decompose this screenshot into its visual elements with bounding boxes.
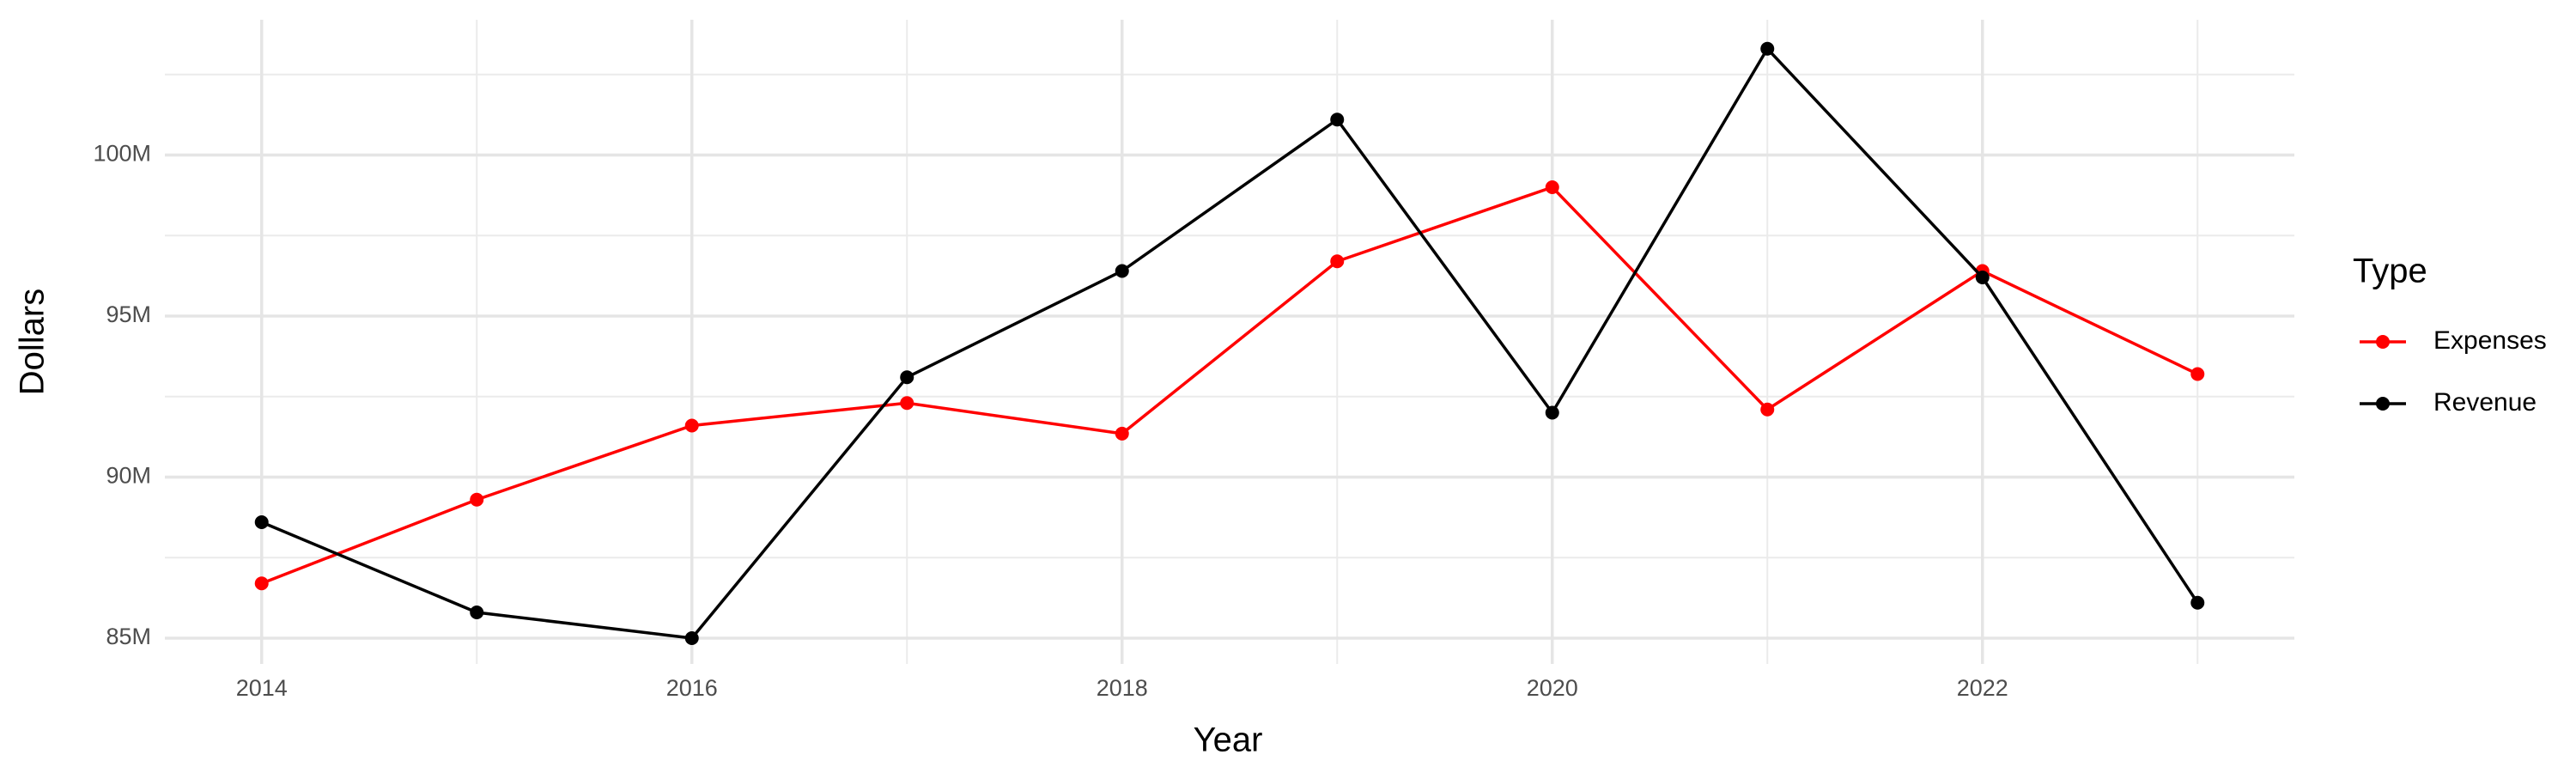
point [900, 370, 914, 385]
point [1545, 405, 1559, 420]
point [470, 606, 484, 619]
grid [165, 20, 2294, 664]
point [1330, 113, 1345, 127]
y-tick-label: 90M [106, 463, 151, 489]
point [900, 396, 914, 411]
point [684, 418, 699, 433]
legend-label: Revenue [2433, 388, 2537, 417]
y-tick-label: 95M [106, 301, 151, 327]
y-axis-title: Dollars [14, 289, 52, 395]
point [2190, 367, 2205, 381]
point [470, 492, 484, 507]
point [1115, 426, 1129, 441]
legend-swatch [2376, 397, 2390, 411]
x-tick-label: 2018 [1097, 675, 1148, 701]
point [1115, 264, 1129, 278]
y-tick-label: 85M [106, 624, 151, 649]
legend-title: Type [2353, 253, 2427, 290]
point [254, 576, 269, 591]
x-tick-label: 2020 [1527, 675, 1578, 701]
point [1760, 402, 1775, 417]
point [2190, 595, 2205, 610]
point [1760, 41, 1775, 56]
line [261, 46, 2199, 640]
series [254, 180, 2205, 591]
point [1330, 254, 1345, 269]
legend-label: Expenses [2433, 326, 2547, 355]
series [254, 41, 2205, 645]
point [1545, 180, 1559, 194]
x-tick-label: 2014 [236, 675, 288, 701]
y-tick-label: 100M [93, 141, 151, 167]
x-tick-label: 2016 [666, 675, 718, 701]
point [254, 515, 269, 529]
line [261, 185, 2199, 585]
point [684, 631, 699, 645]
legend-swatch [2376, 335, 2390, 349]
x-axis-title: Year [1194, 721, 1263, 759]
point [1975, 271, 1990, 284]
legend: Type Expenses Revenue [2353, 253, 2547, 417]
x-tick-label: 2022 [1957, 675, 2008, 701]
